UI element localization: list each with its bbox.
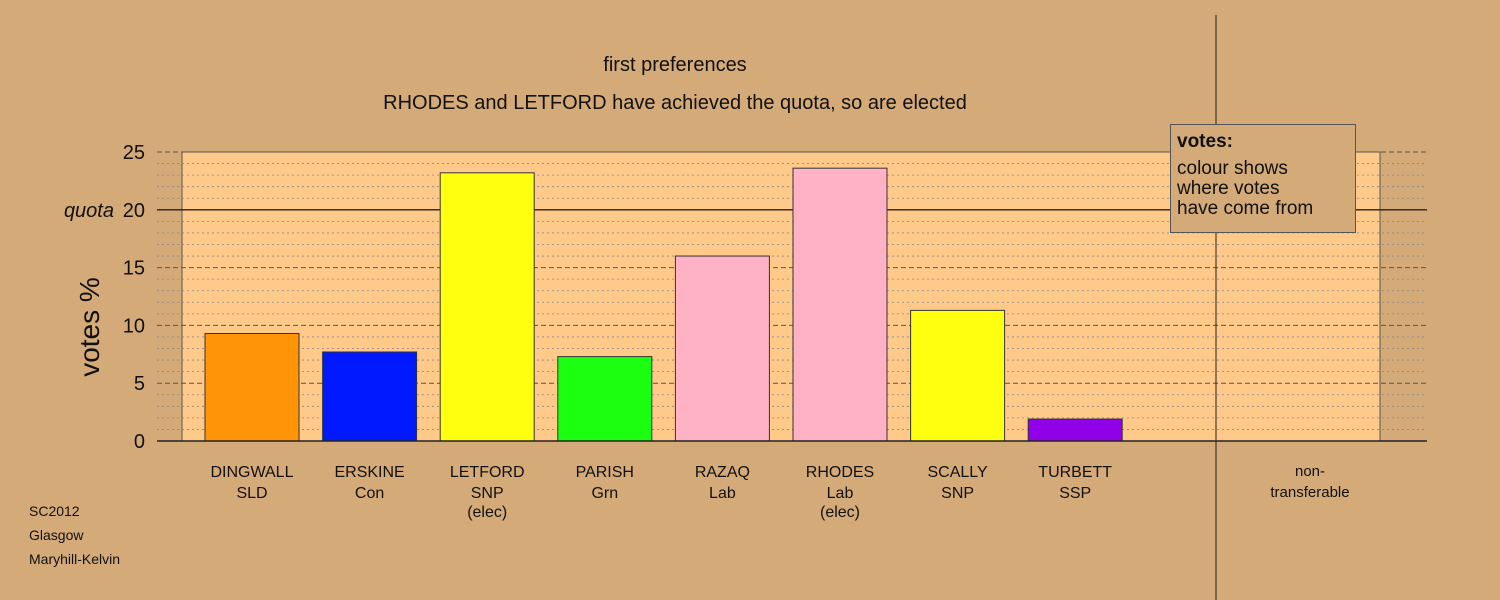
x-label-party: SSP	[1059, 485, 1091, 502]
bar-dingwall	[204, 332, 300, 442]
x-label-party: SNP	[471, 485, 504, 502]
x-label-name: SCALLY	[928, 464, 989, 481]
bar-razaq	[674, 255, 770, 442]
y-tick-label: 0	[134, 431, 145, 453]
chart-title: first preferences	[603, 54, 746, 76]
y-tick-label: 25	[123, 142, 145, 164]
bar-rhodes	[792, 167, 888, 442]
legend-line-2: where votes	[1177, 178, 1280, 199]
x-label-name: PARISH	[576, 464, 634, 481]
x-label-nontransferable-2: transferable	[1270, 484, 1349, 501]
y-tick-label: 15	[123, 258, 145, 280]
footer-ward: Maryhill-Kelvin	[29, 551, 121, 567]
y-axis-label: votes %	[74, 277, 105, 377]
x-label-party: Lab	[827, 485, 854, 502]
bar-parish	[557, 356, 653, 442]
x-label-nontransferable-1: non-	[1295, 463, 1325, 480]
legend: votes: colour shows where votes have com…	[1170, 124, 1356, 233]
x-label-note: (elec)	[820, 504, 860, 521]
footer-council: Glasgow	[29, 527, 84, 543]
x-label-party: Con	[355, 485, 384, 502]
x-label-name: ERSKINE	[334, 464, 404, 481]
bars	[204, 167, 1123, 442]
bar-letford	[439, 172, 535, 442]
bar-erskine	[322, 351, 418, 442]
x-label-party: SLD	[236, 485, 267, 502]
bar-turbett	[1027, 418, 1123, 442]
legend-line-1: colour shows	[1177, 158, 1288, 179]
x-axis-labels: DINGWALL SLD ERSKINE Con LETFORD SNP (elec) PAR…	[211, 463, 1350, 521]
legend-title: votes:	[1177, 131, 1233, 152]
x-label-name: DINGWALL	[211, 464, 294, 481]
footer-election: SC2012	[29, 503, 80, 519]
quota-label: quota	[64, 200, 114, 222]
bar-scally	[910, 309, 1006, 442]
chart-subtitle: RHODES and LETFORD have achieved the quo…	[383, 92, 967, 114]
y-tick-label: 20	[123, 200, 145, 222]
y-tick-label: 5	[134, 373, 145, 395]
x-label-name: RAZAQ	[695, 464, 750, 481]
x-label-name: RHODES	[806, 464, 874, 481]
x-label-note: (elec)	[467, 504, 507, 521]
x-label-party: SNP	[941, 485, 974, 502]
y-tick-label: 10	[123, 315, 145, 337]
x-label-name: LETFORD	[450, 464, 525, 481]
legend-line-3: have come from	[1177, 198, 1314, 219]
y-axis: 0 5 10 15 20 25 quota	[64, 142, 1427, 453]
x-label-party: Lab	[709, 485, 736, 502]
x-label-party: Grn	[591, 485, 618, 502]
x-label-name: TURBETT	[1038, 464, 1112, 481]
